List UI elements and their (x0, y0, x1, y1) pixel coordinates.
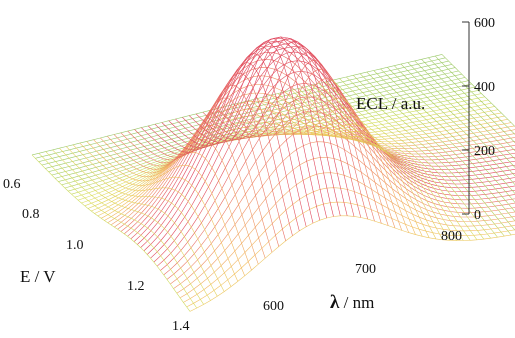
e-tick-label-0.6: 0.6 (3, 177, 21, 192)
z-tick-label-200: 200 (474, 144, 495, 159)
e-tick-label-1.4: 1.4 (172, 319, 190, 333)
wl-tick-label-800: 800 (441, 229, 462, 244)
z-tick-label-600: 600 (474, 16, 495, 31)
mesh-line-e-7 (55, 77, 465, 178)
e-tick-label-0.8: 0.8 (22, 207, 40, 222)
e-tick-label-1.2: 1.2 (127, 279, 145, 294)
mesh-line-wl-8 (87, 141, 245, 275)
surface-mesh (32, 37, 515, 312)
wl-axis-unit: / nm (339, 293, 374, 312)
mesh-line-wl-11 (107, 125, 265, 258)
wl-tick-label-700: 700 (355, 262, 376, 277)
mesh-line-e-36 (151, 52, 515, 258)
mesh-line-e-17 (88, 110, 498, 209)
wl-tick-label-600: 600 (263, 299, 284, 314)
e-axis-title: E / V (20, 267, 56, 286)
z-tick-label-0: 0 (474, 208, 481, 223)
mesh-line-e-25 (114, 76, 515, 227)
z-axis-title: ECL / a.u. (356, 94, 425, 113)
mesh-line-e-43 (174, 142, 515, 289)
e-tick-label-1.0: 1.0 (66, 238, 84, 253)
wl-axis-title: λ / nm (330, 292, 374, 313)
mesh-line-e-5 (49, 71, 459, 172)
z-tick-label-400: 400 (474, 80, 495, 95)
